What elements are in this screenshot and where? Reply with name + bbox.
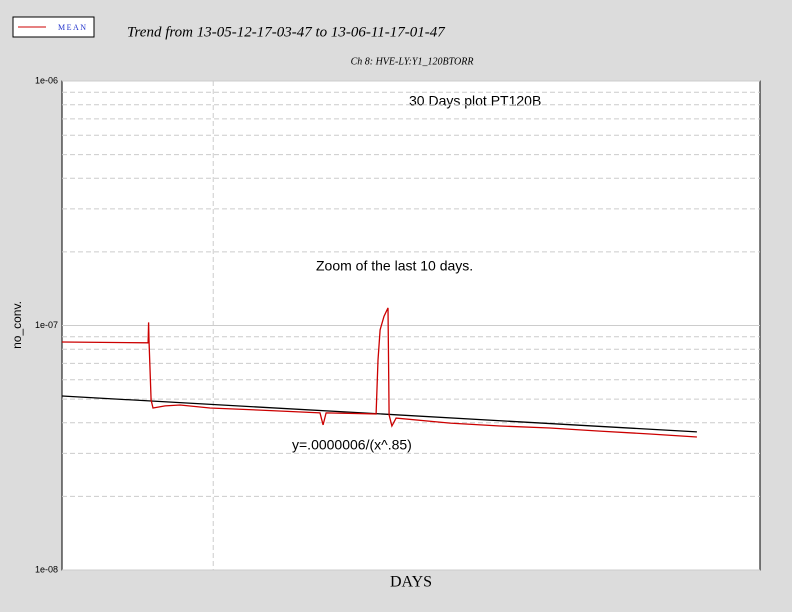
annotation: y=.0000006/(x^.85) [292,437,412,453]
marks: 1e-08 1e-07 1e-06 [35,75,760,574]
series-line [61,395,697,433]
chart-title: Trend from 13-05-12-17-03-47 to 13-06-11… [127,24,446,40]
annotation: Zoom of the last 10 days. [316,258,473,274]
y-tick-label: 1e-08 [35,564,58,574]
annotation: 30 Days plot PT120B [409,93,541,109]
x-axis-label: DAYS [390,574,432,591]
y-axis-label: no_conv. [10,301,24,349]
legend-label: MEAN [58,23,88,32]
y-tick-label: 1e-07 [35,320,58,330]
chart-subtitle: Ch 8: HVE-LY:Y1_120BTORR [351,56,474,67]
y-tick-label: 1e-06 [35,75,58,85]
series-line [61,307,697,438]
legend: MEAN [12,16,95,38]
legend-box [12,16,95,38]
